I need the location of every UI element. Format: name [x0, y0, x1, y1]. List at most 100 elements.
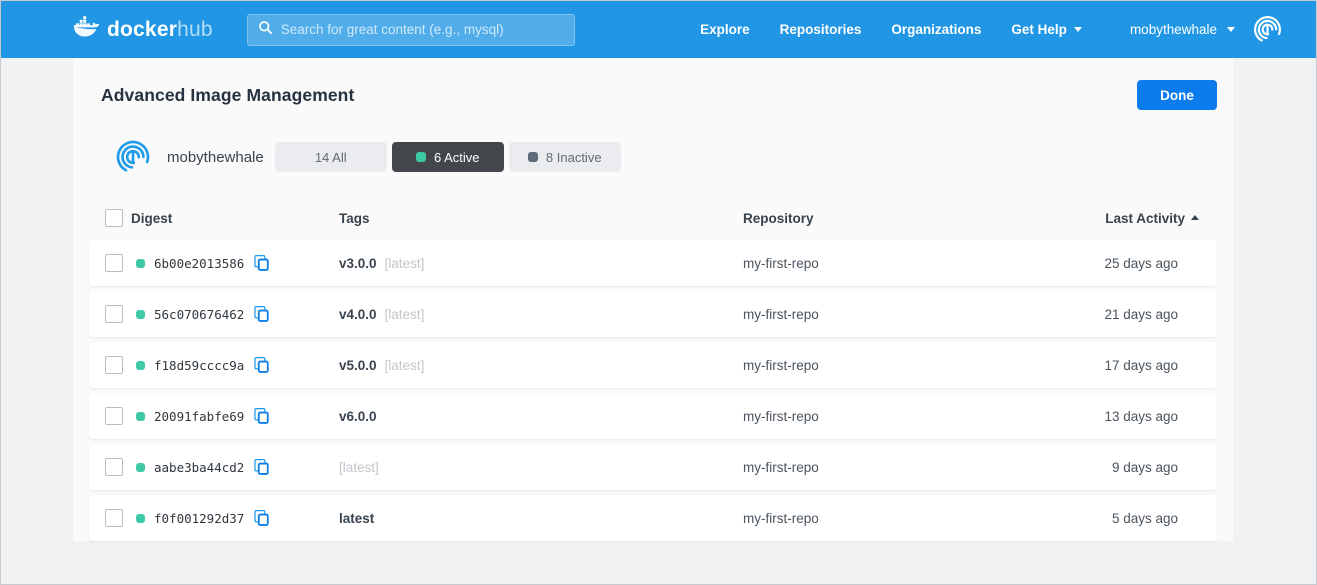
docker-hub-logo[interactable]: dockerhub — [73, 15, 213, 44]
chip-all-label: 14 All — [314, 149, 347, 165]
table-body: 6b00e2013586 v3.0.0 [latest] my-first-rep… — [89, 240, 1217, 541]
copy-digest-icon[interactable] — [253, 356, 271, 374]
inactive-status-dot-icon — [527, 152, 538, 162]
digest-value: 56c070676462 — [154, 306, 245, 322]
active-status-dot-icon — [136, 309, 145, 319]
filter-row: mobythewhale 14 All 6 Active 8 Inactive — [113, 136, 1233, 178]
search-icon — [258, 20, 273, 40]
brand-text: dockerhub — [107, 18, 213, 42]
digest-cell: 20091fabfe69 — [131, 407, 339, 425]
content-panel: Advanced Image Management Done mobythewh… — [73, 58, 1233, 541]
global-search-box[interactable] — [246, 13, 575, 46]
nav-link-repositories[interactable]: Repositories — [779, 22, 862, 37]
table-row: 56c070676462 v4.0.0 [latest] my-first-rep… — [89, 291, 1217, 337]
copy-digest-icon[interactable] — [253, 458, 271, 476]
tag-name: v3.0.0 — [339, 255, 377, 271]
chip-inactive-label: 8 Inactive — [545, 149, 602, 165]
search-input[interactable] — [280, 22, 564, 37]
active-status-dot-icon — [136, 258, 145, 268]
tag-latest-alias: [latest] — [339, 459, 379, 475]
repository-cell: my-first-repo — [743, 357, 819, 373]
repository-cell: my-first-repo — [743, 510, 819, 526]
tags-cell: v4.0.0 [latest] — [339, 307, 743, 322]
tag-latest-alias: [latest] — [384, 306, 425, 322]
tag-name: v4.0.0 — [339, 306, 377, 322]
select-all-checkbox[interactable] — [105, 209, 123, 227]
row-checkbox[interactable] — [105, 407, 123, 425]
active-status-dot-icon — [136, 462, 145, 472]
column-header-repository: Repository — [743, 210, 814, 226]
nav-link-explore[interactable]: Explore — [700, 22, 750, 37]
page-title: Advanced Image Management — [101, 84, 355, 105]
last-activity-cell: 17 days ago — [1104, 357, 1178, 373]
digest-cell: 56c070676462 — [131, 305, 339, 323]
column-header-digest: Digest — [131, 210, 173, 226]
account-username: mobythewhale — [167, 148, 264, 166]
repository-cell: my-first-repo — [743, 255, 819, 271]
digest-cell: f0f001292d37 — [131, 509, 339, 527]
tags-cell: v3.0.0 [latest] — [339, 256, 743, 271]
filter-chip-active[interactable]: 6 Active — [391, 142, 504, 172]
row-checkbox[interactable] — [105, 305, 123, 323]
tag-name: latest — [339, 510, 375, 526]
digest-value: 6b00e2013586 — [154, 255, 245, 271]
column-header-tags: Tags — [339, 210, 370, 226]
nav-link-organizations[interactable]: Organizations — [891, 22, 982, 37]
table-row: 6b00e2013586 v3.0.0 [latest] my-first-rep… — [89, 240, 1217, 286]
digest-cell: 6b00e2013586 — [131, 254, 339, 272]
copy-digest-icon[interactable] — [253, 509, 271, 527]
active-status-dot-icon — [415, 152, 426, 162]
row-checkbox[interactable] — [105, 254, 123, 272]
last-activity-label: Last Activity — [1105, 210, 1185, 226]
repository-cell: my-first-repo — [743, 408, 819, 424]
column-header-last-activity[interactable]: Last Activity — [1043, 211, 1217, 226]
row-checkbox[interactable] — [105, 509, 123, 527]
brand-hub-label: hub — [177, 17, 213, 41]
nav-link-get-help[interactable]: Get Help — [1011, 22, 1082, 37]
tags-cell: v6.0.0 — [339, 409, 743, 424]
table-header-row: Digest Tags Repository Last Activity — [89, 196, 1217, 240]
active-status-dot-icon — [136, 411, 145, 421]
copy-digest-icon[interactable] — [253, 305, 271, 323]
tag-name: v6.0.0 — [339, 408, 377, 424]
tag-latest-alias: [latest] — [384, 357, 425, 373]
copy-digest-icon[interactable] — [253, 254, 271, 272]
get-help-label: Get Help — [1011, 22, 1067, 37]
last-activity-cell: 13 days ago — [1104, 408, 1178, 424]
tag-name: v5.0.0 — [339, 357, 377, 373]
repository-cell: my-first-repo — [743, 306, 819, 322]
row-checkbox[interactable] — [105, 356, 123, 374]
copy-digest-icon[interactable] — [253, 407, 271, 425]
user-menu[interactable]: mobythewhale — [1130, 13, 1284, 46]
table-row: 20091fabfe69 v6.0.0 my-first-repo 13 day… — [89, 393, 1217, 439]
chevron-down-icon — [1073, 27, 1082, 32]
nav-links: Explore Repositories Organizations Get H… — [700, 13, 1284, 46]
tag-latest-alias: [latest] — [384, 255, 425, 271]
digest-value: aabe3ba44cd2 — [154, 459, 245, 475]
last-activity-cell: 21 days ago — [1104, 306, 1178, 322]
chevron-down-icon — [1227, 27, 1235, 32]
active-status-dot-icon — [136, 513, 145, 523]
filter-chip-inactive[interactable]: 8 Inactive — [508, 142, 621, 172]
brand-docker-label: docker — [107, 17, 178, 41]
row-checkbox[interactable] — [105, 458, 123, 476]
digest-value: f18d59cccc9a — [154, 357, 245, 373]
docker-whale-icon — [73, 15, 100, 44]
last-activity-cell: 9 days ago — [1111, 459, 1178, 475]
done-button[interactable]: Done — [1137, 80, 1217, 110]
table-row: aabe3ba44cd2 [latest] my-first-repo 9 da… — [89, 444, 1217, 490]
user-avatar-fingerprint-icon[interactable] — [1251, 13, 1284, 46]
title-row: Advanced Image Management Done — [73, 58, 1233, 110]
table-row: f18d59cccc9a v5.0.0 [latest] my-first-rep… — [89, 342, 1217, 388]
repository-cell: my-first-repo — [743, 459, 819, 475]
images-table: Digest Tags Repository Last Activity 6b0… — [89, 196, 1217, 541]
table-row: f0f001292d37 latest my-first-repo 5 days… — [89, 495, 1217, 541]
filter-chip-all[interactable]: 14 All — [274, 142, 387, 172]
sort-ascending-icon — [1191, 214, 1199, 220]
account-avatar-fingerprint-icon — [113, 136, 153, 178]
chip-active-label: 6 Active — [433, 149, 480, 165]
digest-cell: f18d59cccc9a — [131, 356, 339, 374]
status-filter-chips: 14 All 6 Active 8 Inactive — [274, 142, 621, 172]
last-activity-cell: 5 days ago — [1111, 510, 1178, 526]
